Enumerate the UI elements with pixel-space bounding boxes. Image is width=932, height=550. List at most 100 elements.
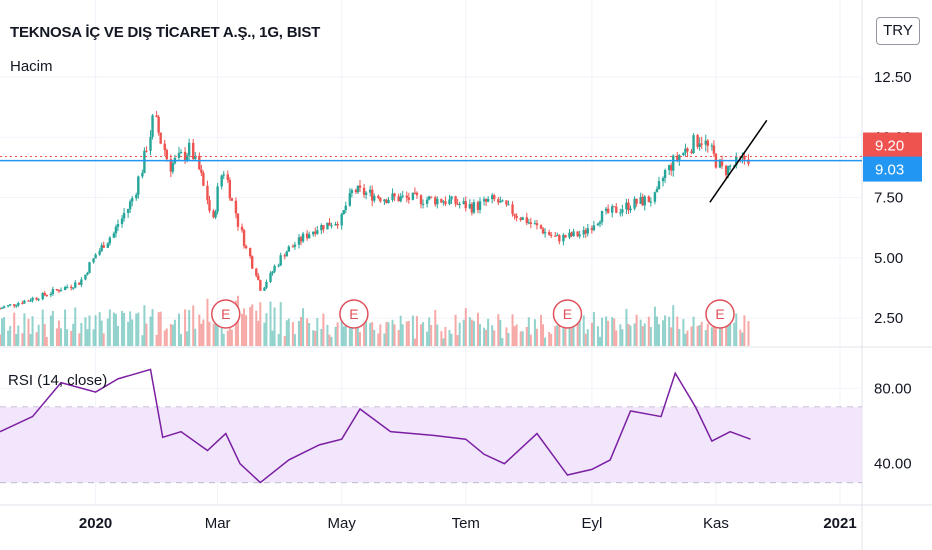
volume-bar bbox=[0, 334, 1, 346]
volume-bar bbox=[188, 310, 191, 346]
volume-bar bbox=[340, 306, 343, 346]
candle-body bbox=[244, 246, 248, 249]
candle-body bbox=[69, 286, 73, 288]
earnings-marker-label: E bbox=[221, 306, 230, 322]
volume-bar bbox=[511, 314, 514, 346]
volume-bar bbox=[348, 317, 351, 346]
volume-bar bbox=[344, 316, 347, 346]
candle-body bbox=[627, 202, 630, 211]
earnings-marker bbox=[705, 299, 735, 329]
volume-bar bbox=[710, 327, 713, 346]
volume-bar bbox=[729, 319, 732, 346]
volume-bar bbox=[84, 317, 87, 346]
volume-bar bbox=[328, 334, 331, 346]
earnings-marker bbox=[211, 299, 241, 329]
last-price-tag bbox=[863, 132, 922, 158]
candle-body bbox=[434, 197, 437, 205]
last-price-tag-text: 9.20 bbox=[875, 137, 904, 154]
candle-body bbox=[314, 231, 317, 234]
rsi-line bbox=[0, 368, 751, 484]
volume-bar bbox=[177, 313, 180, 346]
candle-body bbox=[185, 155, 189, 161]
candle-body bbox=[661, 178, 665, 182]
candle-body bbox=[442, 201, 445, 203]
candle-body bbox=[440, 199, 443, 203]
candle-body bbox=[6, 305, 10, 307]
volume-bar bbox=[226, 330, 229, 346]
candle-body bbox=[126, 209, 130, 213]
volume-bar bbox=[704, 330, 707, 346]
earnings-marker-label: E bbox=[715, 306, 724, 322]
candle-body bbox=[419, 195, 423, 205]
candle-body bbox=[696, 135, 699, 147]
volume-bar bbox=[544, 337, 547, 346]
candle-body bbox=[112, 233, 116, 238]
candle-body bbox=[206, 185, 209, 201]
candle-body bbox=[287, 246, 291, 252]
candle-body bbox=[621, 209, 624, 213]
candle-body bbox=[698, 143, 701, 147]
volume-bar bbox=[700, 321, 703, 346]
candle-body bbox=[165, 149, 168, 160]
volume-bar bbox=[365, 320, 368, 346]
volume-bar bbox=[1, 318, 4, 346]
candle-body bbox=[228, 179, 232, 199]
candle-body bbox=[653, 192, 657, 202]
candle-body bbox=[584, 230, 587, 234]
candle-body bbox=[15, 305, 18, 307]
volume-bar bbox=[98, 312, 101, 346]
volume-bar bbox=[283, 335, 286, 346]
volume-bar bbox=[727, 320, 730, 346]
volume-bar bbox=[529, 334, 532, 346]
candle-body bbox=[312, 231, 315, 235]
volume-bar bbox=[747, 321, 750, 346]
earnings-marker-label: E bbox=[563, 306, 572, 322]
candle-body bbox=[655, 188, 659, 193]
candle-body bbox=[383, 199, 386, 202]
volume-bar bbox=[200, 323, 203, 346]
volume-bar bbox=[86, 329, 89, 346]
volume-bar bbox=[137, 312, 140, 346]
trend-line[interactable] bbox=[709, 119, 768, 203]
volume-bar bbox=[448, 329, 451, 346]
price-candles bbox=[0, 111, 750, 310]
candle-body bbox=[672, 155, 675, 171]
candle-body bbox=[29, 300, 32, 302]
candle-body bbox=[448, 199, 451, 205]
volume-bar bbox=[356, 323, 359, 346]
volume-bar bbox=[662, 320, 665, 346]
volume-bar bbox=[129, 311, 132, 346]
volume-bar bbox=[102, 333, 105, 346]
candle-body bbox=[718, 159, 722, 168]
volume-bar bbox=[611, 317, 614, 346]
volume-bar bbox=[627, 323, 630, 346]
volume-bar bbox=[578, 316, 581, 346]
candle-body bbox=[415, 192, 419, 196]
candle-body bbox=[700, 143, 703, 145]
volume-bar bbox=[678, 329, 681, 346]
volume-bar bbox=[493, 330, 496, 346]
volume-bar bbox=[501, 338, 504, 346]
candle-body bbox=[373, 195, 376, 201]
rsi-tick-label: 40.00 bbox=[874, 456, 912, 473]
volume-bar bbox=[712, 319, 715, 346]
volume-bar bbox=[263, 322, 266, 346]
volume-bar bbox=[297, 320, 300, 346]
candle-body bbox=[676, 155, 679, 160]
volume-bar bbox=[420, 324, 423, 346]
volume-bar bbox=[312, 330, 315, 346]
volume-bar bbox=[584, 333, 587, 346]
candle-body bbox=[513, 213, 516, 216]
volume-bar bbox=[535, 328, 538, 346]
candle-body bbox=[399, 196, 402, 202]
candle-body bbox=[305, 233, 309, 239]
volume-bar bbox=[159, 311, 162, 346]
volume-bar bbox=[336, 322, 339, 346]
candle-body bbox=[450, 196, 453, 200]
volume-bar bbox=[259, 302, 262, 346]
candle-body bbox=[525, 217, 528, 223]
candle-body bbox=[600, 210, 604, 223]
volume-bar bbox=[633, 323, 636, 346]
currency-button[interactable]: TRY bbox=[876, 17, 920, 45]
